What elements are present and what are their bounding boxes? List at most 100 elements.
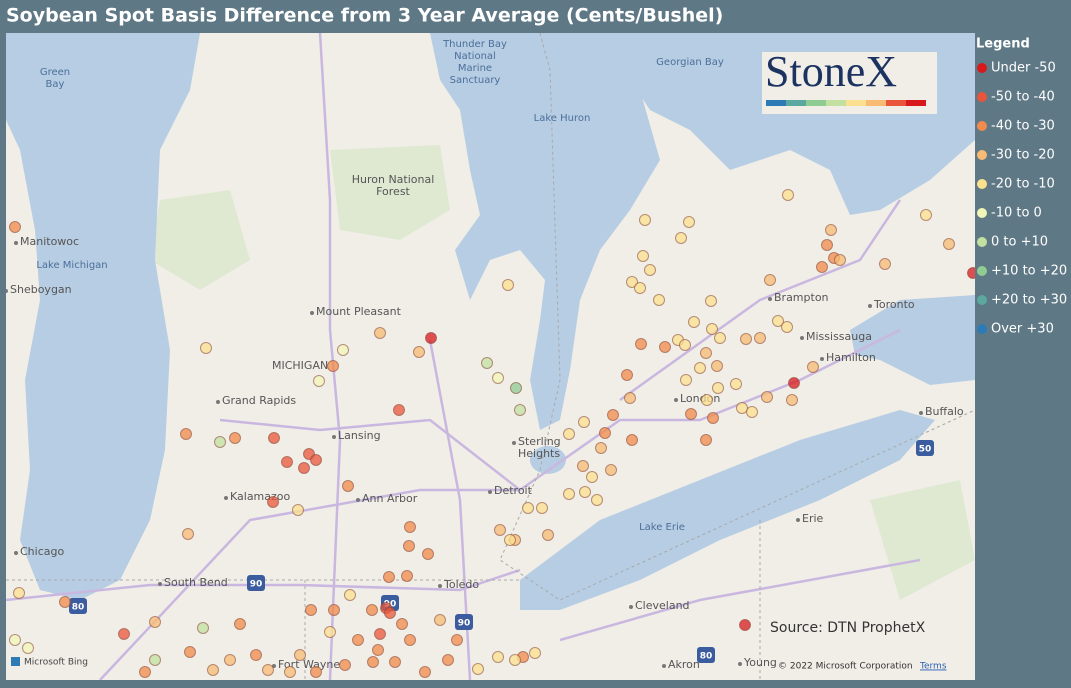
provider: Microsoft Bing [24,658,88,668]
elevator-dot [522,502,534,514]
elevator-dot [599,427,611,439]
elevator-dot [197,622,209,634]
elevator-dot [542,529,554,541]
city-marker [6,289,8,293]
legend-swatch [977,295,987,305]
map-label: Lake Erie [639,522,685,533]
elevator-dot [372,644,384,656]
elevator-dot [404,521,416,533]
elevator-dot [305,604,317,616]
elevator-dot [714,332,726,344]
forest [150,145,975,600]
elevator-dot [149,654,161,666]
elevator-dot [284,666,296,678]
legend-swatch [977,266,987,276]
elevator-dot [352,634,364,646]
elevator-dot [419,666,431,678]
map-label: National [454,51,496,62]
map-label: Young [743,656,777,669]
elevator-dot [492,372,504,384]
map-label: Huron National [352,173,435,186]
elevator-dot [298,462,310,474]
map-label: Sanctuary [450,75,501,86]
map-label: Lake Michigan [36,260,107,271]
elevator-dot [711,360,723,372]
elevator-dot [683,216,695,228]
legend-title: Legend [976,37,1030,52]
elevator-dot [13,587,25,599]
elevator-dot [772,315,784,327]
elevator-dot [139,666,151,678]
legend-swatch [977,92,987,102]
elevator-dot [701,394,713,406]
map-label: MICHIGAN [272,359,328,372]
city-marker [629,605,633,609]
elevator-dot [591,494,603,506]
elevator-dot [788,377,800,389]
elevator-dot [607,409,619,421]
city-marker [919,411,923,415]
terms-link[interactable]: Terms [919,662,947,672]
elevator-dot [250,649,262,661]
elevator-dot [403,540,415,552]
elevator-dot [920,209,932,221]
map-label: Chicago [20,545,64,558]
elevator-dot [396,618,408,630]
map-label: Lake Huron [534,113,591,124]
title: Soybean Spot Basis Difference from 3 Yea… [6,5,723,27]
elevator-dot [337,344,349,356]
legend-label: Over +30 [991,322,1054,337]
legend-label: 0 to +10 [991,235,1048,250]
city-marker [512,441,516,445]
source: Source: DTN ProphetX [770,620,926,636]
elevator-dot [451,634,463,646]
elevator-dot [339,659,351,671]
elevator-dot [781,321,793,333]
city-marker [800,336,804,340]
elevator-dot [481,357,493,369]
elevator-dot [367,656,379,668]
highway-number: 80 [72,603,85,613]
elevator-dot [59,596,71,608]
logo-bar-segment [906,100,926,106]
legend-label: -40 to -30 [991,119,1055,134]
highway-number: 80 [700,652,713,662]
elevator-dot [504,534,516,546]
elevator-dot [268,432,280,444]
map-label: Georgian Bay [656,57,724,68]
elevator-dot [659,341,671,353]
elevator-dot [730,378,742,390]
elevator-dot [740,333,752,345]
city-marker [14,241,18,245]
elevator-dot [685,408,697,420]
elevator-dot [494,524,506,536]
city-marker [768,297,772,301]
elevator-dot [404,634,416,646]
elevator-dot [825,224,837,236]
elevator-dot [821,239,833,251]
roads [6,33,921,680]
elevator-dot [736,402,748,414]
copyright: © 2022 Microsoft Corporation [778,662,913,672]
map-label: Cleveland [635,599,690,612]
elevator-dot [118,628,130,640]
logo-bar-segment [866,100,886,106]
elevator-dot [234,618,246,630]
legend-label: +20 to +30 [991,293,1067,308]
elevator-dot [434,614,446,626]
elevator-dot [262,664,274,676]
elevator-dot [267,496,279,508]
elevator-dot [694,362,706,374]
elevator-dot [746,406,758,418]
elevator-dot [807,361,819,373]
water [6,33,975,610]
elevator-dot [644,264,656,276]
map-label: Marine [458,63,492,74]
elevator-dot [9,221,21,233]
legend-label: -30 to -20 [991,148,1055,163]
logo: StoneX [765,47,897,96]
logo-bar-segment [806,100,826,106]
map-label: Manitowoc [20,235,79,248]
elevator-dot [374,327,386,339]
elevator-dot [510,382,522,394]
